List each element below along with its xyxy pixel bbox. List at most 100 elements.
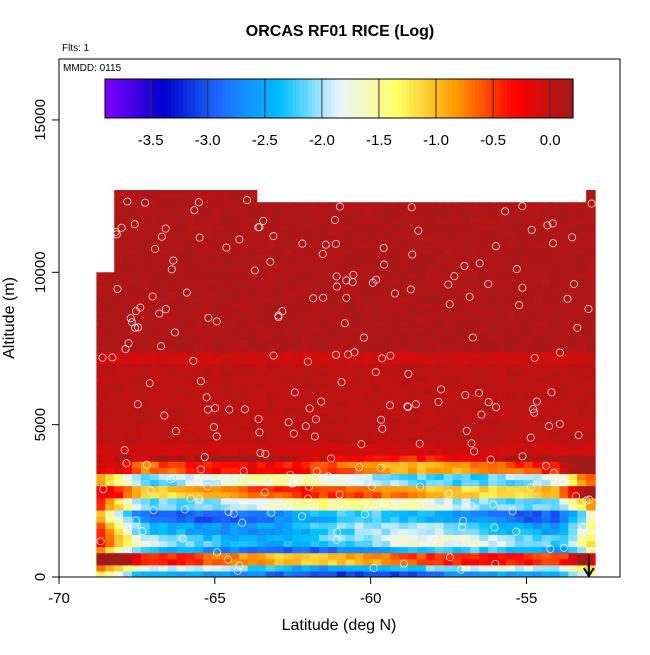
sample-marker [222,243,231,252]
heatmap-cell [310,509,320,517]
sample-marker [378,424,387,433]
heatmap-cell [372,284,382,292]
heatmap-cell [247,418,258,426]
heatmap-cell [221,327,231,334]
colorbar-segment [159,79,165,118]
heatmap-cell [301,522,311,529]
heatmap-cell [408,351,418,359]
heatmap-cell [541,479,552,487]
heatmap-cell [452,339,463,347]
heatmap-cell [372,235,382,243]
heatmap-cell [256,455,267,462]
sample-marker [235,235,244,244]
heatmap-cell [381,449,391,456]
heatmap-cell [336,302,347,310]
heatmap-cell [497,381,507,389]
heatmap-cell [238,497,249,505]
heatmap-cell [114,235,124,243]
heatmap-cell [559,479,569,487]
heatmap-cell [132,534,142,542]
heatmap-cell [416,260,427,267]
heatmap-cell [541,461,552,468]
heatmap-cell [123,357,133,365]
heatmap-cell [319,461,329,468]
heatmap-cell [301,308,311,316]
sample-marker [359,333,368,342]
heatmap-cell [497,302,507,310]
heatmap-cell [532,241,543,249]
heatmap-cell [488,278,498,286]
heatmap-cell [568,473,578,481]
heatmap-cell [506,345,516,353]
heatmap-cell [568,345,578,353]
heatmap-cell [319,388,329,395]
heatmap-cell [497,552,507,560]
sample-marker [547,388,556,397]
heatmap-cell [221,455,231,462]
heatmap-cell [167,412,178,420]
heatmap-cell [416,516,427,523]
heatmap-cell [167,345,178,353]
heatmap-cell [140,333,151,340]
heatmap-cell [123,491,133,499]
heatmap-cell [399,400,409,407]
heatmap-cell [194,424,204,432]
heatmap-cell [381,503,391,511]
heatmap-cell [443,497,454,505]
colorbar-segment [292,79,297,118]
heatmap-cell [114,497,124,505]
heatmap-cell [238,388,249,395]
heatmap-cell [132,455,142,462]
heatmap-cell [443,461,454,468]
heatmap-cell [416,552,427,560]
heatmap-cell [247,406,258,414]
heatmap-cell [479,357,489,365]
heatmap-cell [158,272,169,279]
heatmap-cell [167,442,178,450]
heatmap-cell [167,357,178,365]
heatmap-cell [158,284,169,292]
heatmap-cell [319,400,329,407]
heatmap-cell [265,327,276,334]
heatmap-cell [470,418,480,426]
heatmap-cell [470,254,480,261]
heatmap-cell [212,442,222,450]
heatmap-cell [149,296,160,304]
heatmap-cell [399,485,409,493]
heatmap-cell [514,546,525,554]
colorbar-segment [405,79,410,118]
heatmap-cell [292,272,302,279]
colorbar-segment [389,79,395,118]
heatmap-cell [506,412,516,420]
sample-marker [133,400,142,409]
heatmap-cell [443,333,454,340]
heatmap-cell [283,235,293,243]
heatmap-cell [167,491,178,499]
heatmap-cell [363,522,374,529]
heatmap-cell [327,229,338,237]
sample-marker [224,555,233,564]
heatmap-cell [363,534,374,542]
heatmap-cell [114,190,124,194]
heatmap-cell [327,205,338,212]
heatmap-cell [354,455,365,462]
heatmap-cell [274,449,284,456]
heatmap-cell [372,327,382,334]
heatmap-cell [176,540,187,548]
colorbar-segment [147,79,153,118]
heatmap-cell [345,406,356,414]
heatmap-cell [399,552,409,560]
heatmap-cell [256,284,267,292]
heatmap-cell [301,570,311,577]
sample-marker [518,283,527,292]
heatmap-cell [256,254,267,261]
heatmap-cell [523,211,534,219]
heatmap-cell [167,375,178,383]
heatmap-cell [470,205,480,212]
heatmap-cell [319,436,329,444]
heatmap-cell [479,516,489,523]
heatmap-cell [123,266,133,273]
heatmap-cell [158,528,169,535]
heatmap-cell [577,442,587,450]
heatmap-cell [399,351,409,359]
